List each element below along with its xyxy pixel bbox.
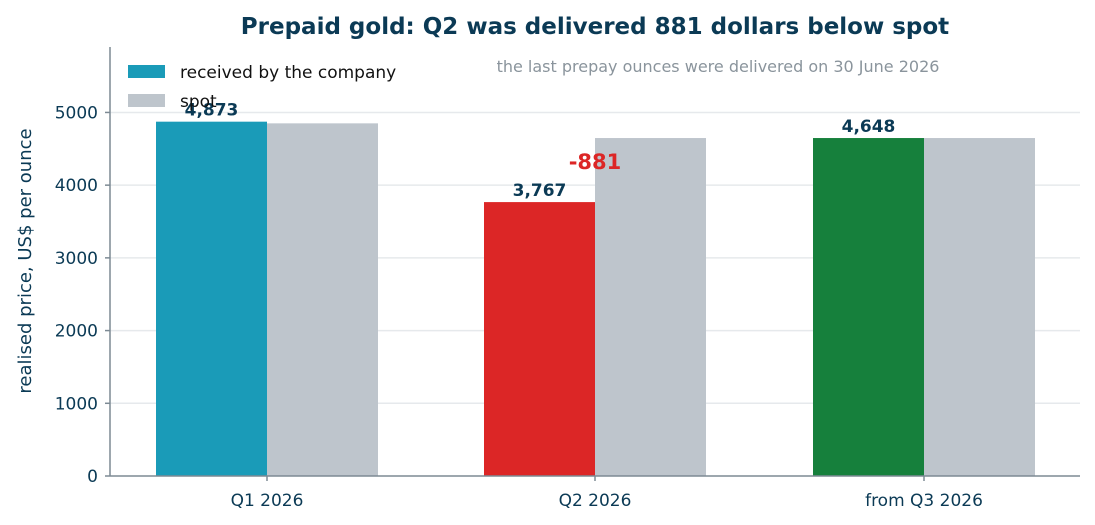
bar-value-label: 3,767 — [513, 181, 567, 201]
chart-title: Prepaid gold: Q2 was delivered 881 dolla… — [241, 14, 949, 40]
legend-label: received by the company — [180, 63, 396, 83]
legend-label: spot — [180, 92, 217, 112]
bar-received-2 — [484, 202, 595, 476]
chart-note: the last prepay ounces were delivered on… — [497, 57, 940, 76]
bar-spot-1 — [267, 123, 378, 476]
bar-received-3 — [813, 138, 924, 476]
x-tick-label: Q2 2026 — [559, 491, 632, 511]
y-tick-label: 3000 — [55, 249, 98, 269]
legend: received by the company spot — [128, 63, 396, 112]
y-tick-label: 5000 — [55, 103, 98, 123]
legend-swatch — [128, 94, 165, 107]
bar-value-label: 4,873 — [185, 101, 239, 121]
bar-labels: 4,873 3,767 4,648 -881 — [185, 101, 896, 201]
x-tick-label: from Q3 2026 — [865, 491, 983, 511]
legend-swatch — [128, 65, 165, 78]
x-ticks: Q1 2026 Q2 2026 from Q3 2026 — [231, 476, 983, 511]
bar-value-label: 4,648 — [842, 117, 896, 137]
gap-annotation: -881 — [569, 150, 622, 174]
bars — [156, 121, 1035, 477]
bar-spot-2 — [595, 138, 706, 476]
x-tick-label: Q1 2026 — [231, 491, 304, 511]
y-tick-label: 4000 — [55, 176, 98, 196]
y-tick-label: 2000 — [55, 322, 98, 342]
y-tick-label: 1000 — [55, 394, 98, 414]
bar-spot-3 — [924, 138, 1035, 476]
y-axis-label: realised price, US$ per ounce — [15, 128, 36, 393]
bar-received-1 — [156, 121, 267, 477]
y-ticks: 0 1000 2000 3000 4000 5000 — [55, 103, 110, 487]
y-tick-label: 0 — [87, 467, 98, 487]
